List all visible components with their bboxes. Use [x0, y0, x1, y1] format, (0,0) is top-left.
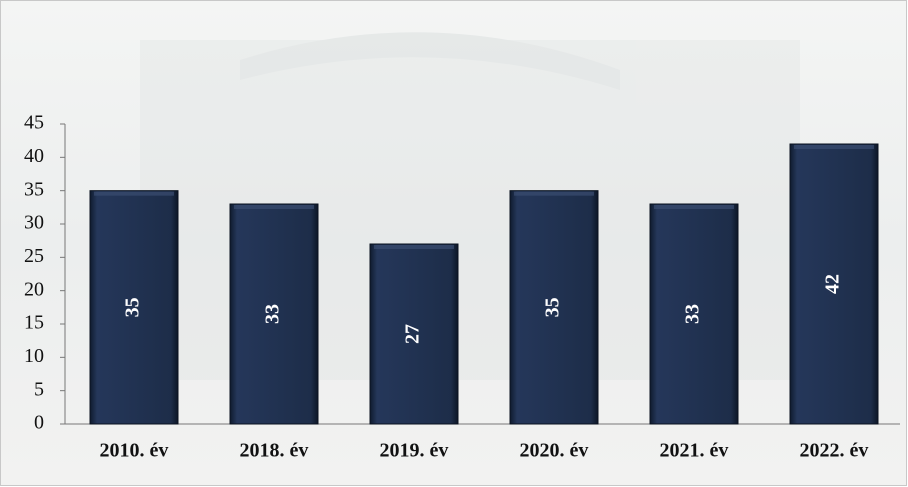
bar	[89, 190, 179, 425]
bar-highlight	[94, 191, 174, 196]
value-label: 33	[682, 304, 704, 324]
bar	[229, 203, 319, 425]
bar-highlight	[794, 145, 874, 149]
y-tick-label: 45	[24, 112, 44, 134]
x-tick-label: 2018. év	[240, 440, 309, 462]
value-label: 27	[402, 324, 424, 344]
bar-highlight	[234, 205, 314, 209]
x-tick-label: 2010. év	[100, 440, 169, 462]
y-tick-label: 40	[24, 145, 44, 167]
y-tick-label: 15	[24, 312, 44, 334]
y-tick-label: 0	[34, 412, 44, 434]
y-tick-label: 35	[24, 178, 44, 200]
y-tick-label: 30	[24, 212, 44, 234]
value-label: 42	[822, 274, 844, 294]
bar	[509, 190, 599, 425]
bar	[789, 143, 879, 425]
x-tick-label: 2020. év	[520, 440, 589, 462]
bar-highlight	[654, 205, 734, 209]
y-tick-label: 5	[34, 378, 44, 400]
x-tick-label: 2021. év	[660, 440, 729, 462]
y-tick-label: 20	[24, 278, 44, 300]
y-tick-label: 10	[24, 345, 44, 367]
bar	[369, 243, 459, 425]
value-label: 35	[542, 297, 564, 317]
y-tick-label: 25	[24, 245, 44, 267]
bar-highlight	[374, 245, 454, 249]
bar	[649, 203, 739, 425]
x-tick-label: 2022. év	[800, 440, 869, 462]
value-label: 35	[122, 297, 144, 317]
bar-highlight	[514, 191, 594, 196]
x-tick-label: 2019. év	[380, 440, 449, 462]
value-label: 33	[262, 304, 284, 324]
